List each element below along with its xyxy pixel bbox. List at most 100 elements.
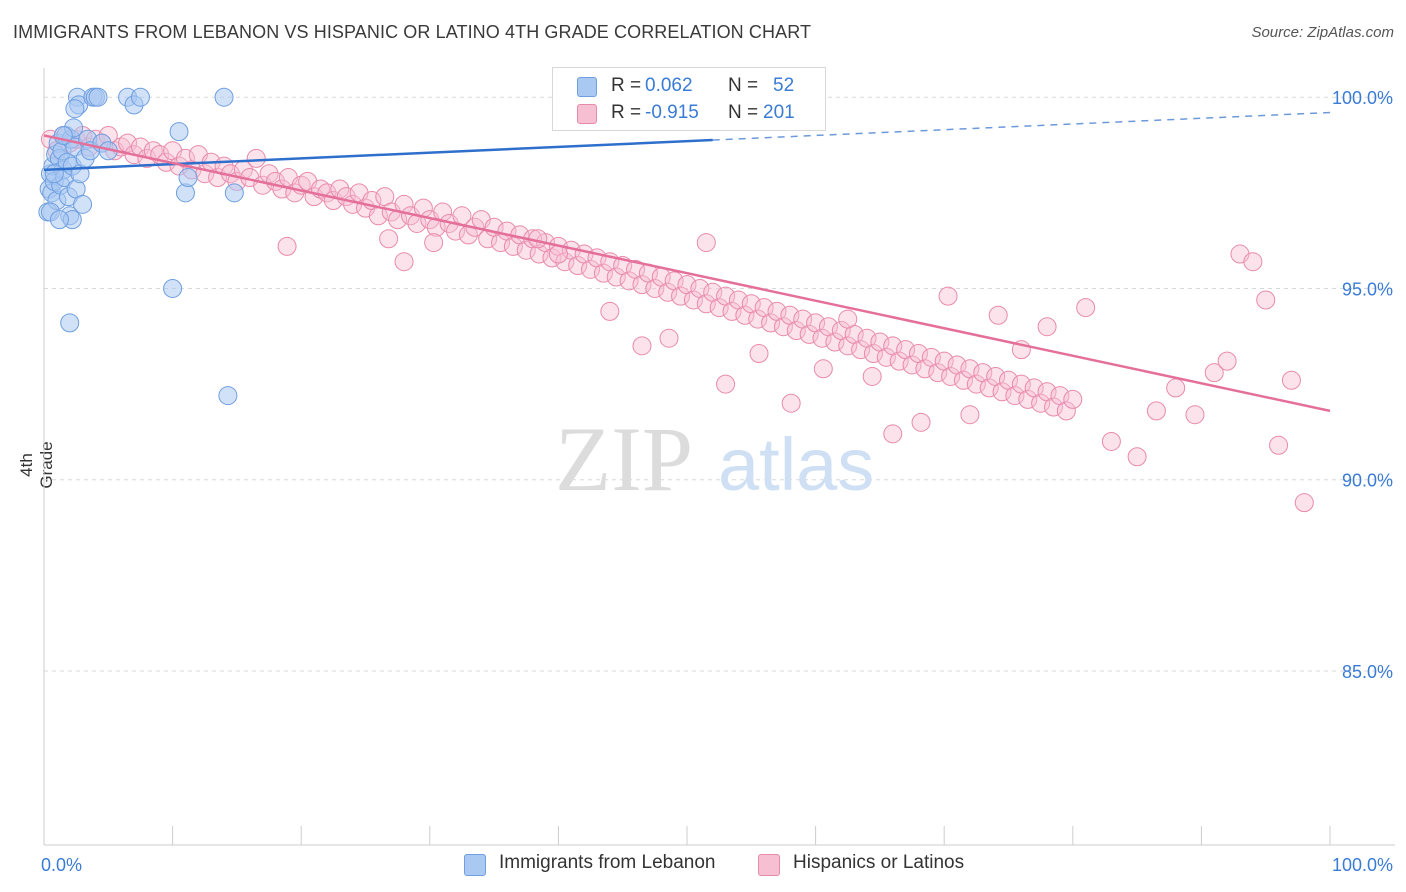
legend-n-label: N = [728,75,759,96]
point-hispanic [876,347,896,367]
point-lebanon [178,168,198,188]
point-hispanic [1127,447,1147,467]
point-hispanic [838,309,858,329]
point-hispanic [379,229,399,249]
point-hispanic [761,313,781,333]
point-hispanic [1044,397,1064,417]
watermark-atlas: atlas [718,423,874,506]
point-hispanic [1063,389,1083,409]
point-hispanic [246,148,266,168]
point-hispanic [1031,393,1051,413]
point-hispanic [683,290,703,310]
point-hispanic [1294,493,1314,513]
point-hispanic [911,412,931,432]
y-tick-label: 85.0% [1342,662,1393,682]
point-lebanon [218,386,238,406]
point-hispanic [658,282,678,302]
point-hispanic [1269,435,1289,455]
point-hispanic [1281,370,1301,390]
point-hispanic [915,359,935,379]
point-lebanon [65,99,85,119]
point-hispanic [862,366,882,386]
legend-swatch-lebanon [577,77,597,97]
point-lebanon [169,122,189,142]
legend-swatch-hispanic [577,104,597,124]
point-hispanic [992,382,1012,402]
point-hispanic [606,267,626,287]
point-hispanic [851,340,871,360]
tick-labels: 100.0% 95.0% 90.0% 85.0% 0.0% 100.0% [41,88,1393,875]
point-hispanic [696,294,716,314]
legend-row-lebanon: R = 0.062 N = 52 [553,74,825,102]
watermark-zip: ZIP [555,408,693,510]
legend-r-label: R = [611,75,642,96]
point-hispanic [838,336,858,356]
point-hispanic [619,271,639,291]
point-hispanic [928,363,948,383]
watermark: ZIP atlas [555,408,874,510]
point-hispanic [1185,405,1205,425]
legend-n-label: N = [728,102,759,123]
point-hispanic [671,286,691,306]
source-label: Source: ZipAtlas.com [1251,24,1394,41]
legend-r-label: R = [611,102,642,123]
point-hispanic [902,355,922,375]
point-hispanic [555,252,575,272]
point-hispanic [581,259,601,279]
point-hispanic [593,263,613,283]
legend-n-value: 201 [763,102,795,123]
point-hispanic [1243,252,1263,272]
bottom-legend-swatch-lebanon [464,854,486,876]
point-hispanic [941,366,961,386]
point-hispanic [1018,389,1038,409]
point-hispanic [659,328,679,348]
point-lebanon [214,87,234,107]
point-hispanic [979,378,999,398]
data-points [38,87,1314,513]
point-hispanic [889,351,909,371]
point-hispanic [394,252,414,272]
trend-line-hispanic [43,134,1331,413]
legend-r-value: -0.915 [645,102,699,123]
point-hispanic [960,405,980,425]
x-tick-label: 100.0% [1332,855,1393,875]
point-hispanic [812,328,832,348]
y-tick-label: 90.0% [1342,471,1393,491]
point-hispanic [883,424,903,444]
point-hispanic [748,309,768,329]
point-hispanic [1146,401,1166,421]
y-tick-label: 100.0% [1332,88,1393,108]
point-hispanic [696,233,716,253]
point-hispanic [773,317,793,337]
point-lebanon [60,313,80,333]
bottom-legend-label-lebanon: Immigrants from Lebanon [499,852,716,873]
point-hispanic [813,359,833,379]
point-hispanic [938,286,958,306]
point-hispanic [1204,363,1224,383]
point-hispanic [799,324,819,344]
point-hispanic [988,305,1008,325]
x-tick-label: 0.0% [41,855,82,875]
point-hispanic [568,256,588,276]
point-hispanic [953,370,973,390]
point-hispanic [424,233,444,253]
point-hispanic [632,336,652,356]
point-hispanic [749,343,769,363]
bottom-legend-swatch-hispanic [758,854,780,876]
point-hispanic [529,244,549,264]
point-hispanic [735,305,755,325]
point-hispanic [503,236,523,256]
chart-title: IMMIGRANTS FROM LEBANON VS HISPANIC OR L… [13,22,812,42]
point-hispanic [786,321,806,341]
point-hispanic [1101,431,1121,451]
point-hispanic [645,278,665,298]
trend-lines [43,111,1331,413]
point-hispanic [709,298,729,318]
point-hispanic [1256,290,1276,310]
point-hispanic [277,236,297,256]
point-hispanic [1005,386,1025,406]
y-tick-label: 95.0% [1342,279,1393,299]
point-hispanic [1056,401,1076,421]
point-hispanic [781,393,801,413]
